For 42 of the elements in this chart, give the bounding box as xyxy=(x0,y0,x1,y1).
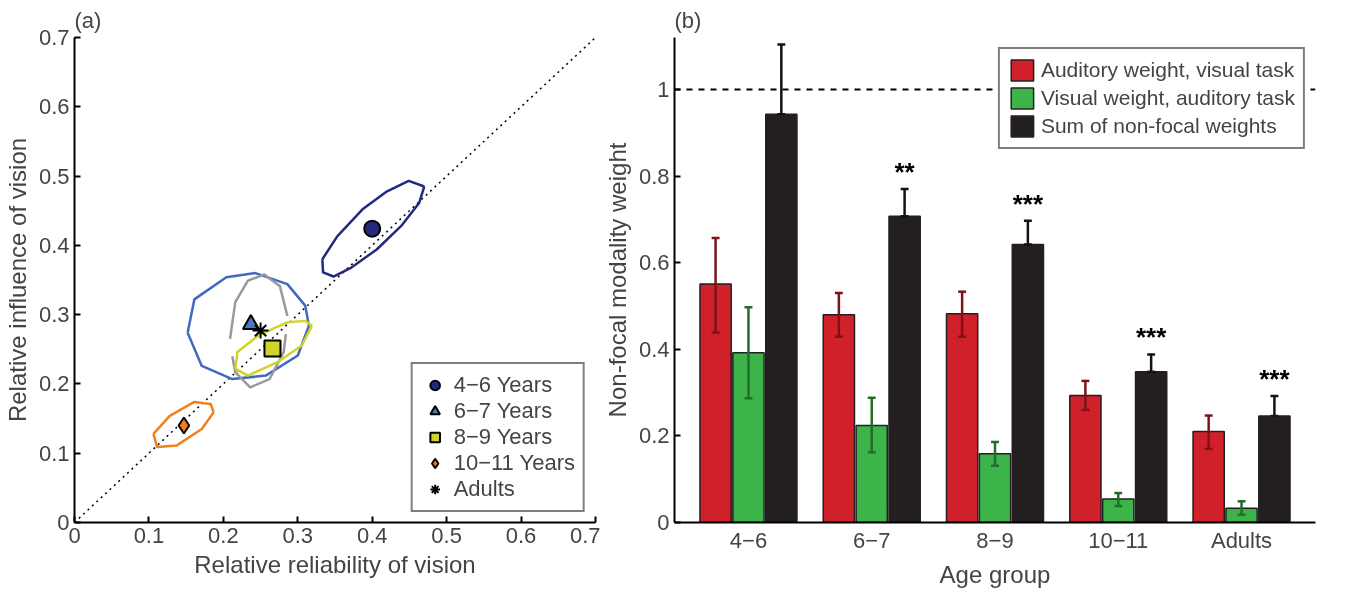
legend-label: Visual weight, auditory task xyxy=(1040,86,1295,110)
x-tick-label: Adults xyxy=(1210,527,1273,553)
x-tick-label: 4−6 xyxy=(729,527,768,553)
y-tick-label: 0.5 xyxy=(38,163,70,189)
chart-title: (b) xyxy=(674,7,702,33)
annotation: *** xyxy=(1259,364,1291,395)
y-tick-label: 0.3 xyxy=(38,302,70,328)
y-tick-label: 0.4 xyxy=(638,336,670,362)
legend-label: Adults xyxy=(453,476,515,502)
y-tick-label: 0.8 xyxy=(638,163,670,189)
legend-label: 6−7 Years xyxy=(453,398,553,424)
y-tick-label: 0.6 xyxy=(38,94,70,120)
y-tick-label: 1 xyxy=(657,76,670,102)
x-tick-label: 0.2 xyxy=(208,522,239,548)
x-tick-label: 0.1 xyxy=(133,522,165,548)
y-tick-label: 0.7 xyxy=(38,25,70,50)
legend-label: Sum of non-focal weights xyxy=(1040,114,1277,138)
legend-label: 4−6 Years xyxy=(453,372,553,398)
x-tick-label: 0.3 xyxy=(282,522,314,548)
y-tick-label: 0.2 xyxy=(638,423,670,449)
x-tick-label: 6−7 xyxy=(853,527,891,553)
annotation: *** xyxy=(1012,188,1044,219)
legend-label: 8−9 Years xyxy=(453,424,553,450)
annotation: ** xyxy=(894,157,916,188)
x-axis-title: Relative reliability of vision xyxy=(194,550,476,578)
legend-label: 10−11 Years xyxy=(453,450,575,476)
x-tick-label: 0.7 xyxy=(569,522,601,548)
annotation: *** xyxy=(1135,322,1168,353)
x-tick-label: 0.6 xyxy=(505,522,537,548)
y-axis-title: Relative influence of vision xyxy=(3,137,31,423)
legend-label: Auditory weight, visual task xyxy=(1040,58,1295,82)
y-tick-label: 0.4 xyxy=(38,232,70,258)
y-tick-label: 0.6 xyxy=(638,250,670,276)
x-tick-label: 0.5 xyxy=(431,522,462,548)
y-axis-title: Non-focal modality weight xyxy=(603,142,631,418)
x-axis-title: Age group xyxy=(939,560,1051,588)
x-tick-label: 0.4 xyxy=(356,522,388,548)
y-tick-label: 0.2 xyxy=(38,371,70,397)
x-tick-label: 10−11 xyxy=(1088,527,1149,553)
y-tick-label: 0.1 xyxy=(38,440,70,466)
chart-title: (a) xyxy=(74,7,102,33)
x-tick-label: 8−9 xyxy=(976,527,1014,553)
